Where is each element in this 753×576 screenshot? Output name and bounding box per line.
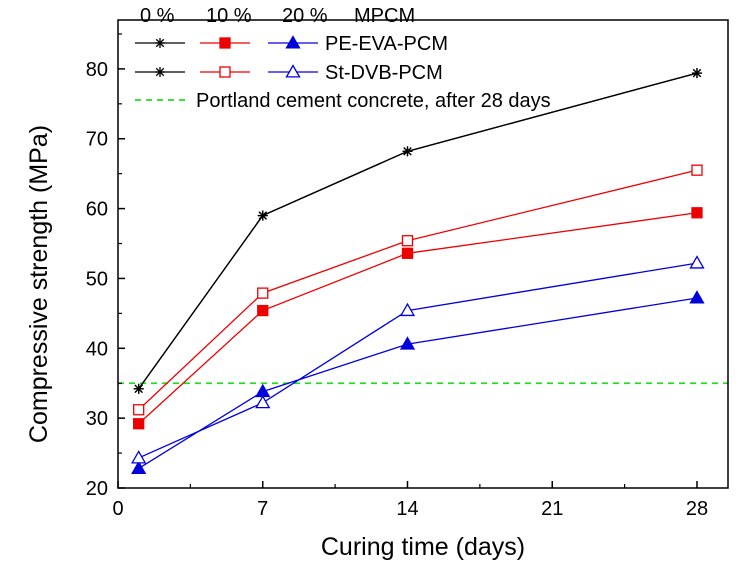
series-pe-eva-pcm-10pct bbox=[133, 207, 703, 430]
y-tick-label: 80 bbox=[86, 59, 108, 81]
legend-marker bbox=[285, 35, 301, 49]
series-st-dvb-pcm-0pct bbox=[133, 68, 702, 394]
data-point bbox=[691, 68, 702, 79]
series-line bbox=[138, 72, 698, 390]
legend-marker bbox=[285, 64, 301, 78]
legend-reference-label: Portland cement concrete, after 28 days bbox=[196, 90, 551, 112]
data-point bbox=[131, 460, 147, 474]
y-tick-label: 70 bbox=[86, 129, 108, 151]
series-line bbox=[138, 72, 698, 390]
x-tick-label: 14 bbox=[396, 498, 418, 520]
legend-marker bbox=[219, 66, 231, 78]
data-point bbox=[401, 247, 414, 259]
legend-marker bbox=[155, 67, 165, 77]
series-pe-eva-pcm-0pct bbox=[133, 68, 702, 394]
y-tick-label: 30 bbox=[86, 408, 108, 430]
series-st-dvb-pcm-10pct bbox=[133, 164, 703, 416]
data-point bbox=[401, 235, 414, 247]
series-line bbox=[138, 169, 698, 411]
y-tick-label: 50 bbox=[86, 268, 108, 290]
legend-row-label: St-DVB-PCM bbox=[325, 62, 443, 84]
legend-header-label: 20 % bbox=[282, 5, 328, 27]
data-point bbox=[691, 164, 703, 176]
data-point bbox=[257, 210, 268, 221]
y-tick-label: 20 bbox=[86, 478, 108, 500]
legend-marker bbox=[155, 38, 165, 48]
legend-header-label: MPCM bbox=[354, 5, 415, 27]
x-tick-label: 7 bbox=[257, 498, 268, 520]
legend-header-label: 0 % bbox=[140, 5, 175, 27]
data-point bbox=[399, 302, 416, 317]
data-point bbox=[255, 394, 271, 409]
x-tick-label: 28 bbox=[686, 498, 708, 520]
legend-row-label: PE-EVA-PCM bbox=[325, 33, 448, 55]
x-tick-label: 21 bbox=[541, 498, 563, 520]
data-point bbox=[691, 207, 703, 219]
data-point bbox=[399, 336, 416, 350]
data-point bbox=[402, 146, 413, 157]
y-tick-label: 60 bbox=[86, 199, 108, 221]
x-tick-label: 0 bbox=[112, 498, 123, 520]
x-axis-label: Curing time (days) bbox=[321, 533, 525, 561]
series-st-dvb-pcm-20pct bbox=[131, 255, 705, 464]
legend-marker bbox=[219, 37, 231, 49]
series-line bbox=[138, 262, 698, 459]
data-point bbox=[257, 287, 269, 299]
data-point bbox=[257, 304, 269, 317]
y-tick-label: 40 bbox=[86, 338, 108, 360]
data-point bbox=[133, 404, 145, 416]
y-axis-label: Compressive strength (MPa) bbox=[25, 125, 53, 443]
data-point bbox=[133, 418, 145, 430]
legend-header-label: 10 % bbox=[206, 5, 252, 27]
series-line bbox=[138, 212, 698, 425]
data-point bbox=[131, 450, 147, 464]
plot-frame bbox=[117, 19, 729, 489]
data-point bbox=[689, 290, 705, 304]
data-point bbox=[133, 383, 144, 394]
data-point bbox=[689, 255, 705, 269]
